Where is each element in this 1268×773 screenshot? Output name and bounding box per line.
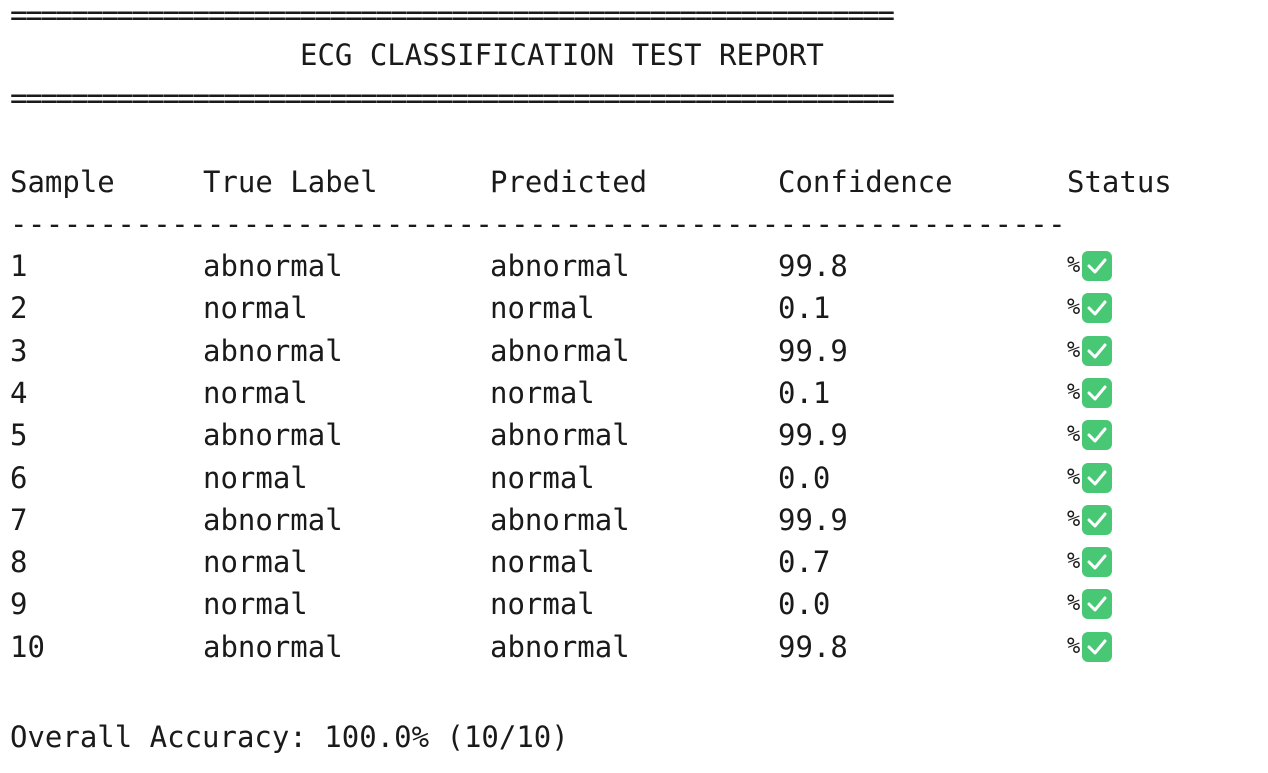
- cell-sample: 8: [10, 545, 28, 580]
- check-mark-icon: [1082, 251, 1113, 281]
- header-confidence: Confidence: [778, 165, 953, 199]
- cell-status: %: [1067, 287, 1113, 329]
- cell-true-label: abnormal: [203, 418, 343, 453]
- cell-predicted: abnormal: [490, 502, 630, 537]
- cell-predicted: normal: [490, 460, 595, 495]
- cell-true-label: abnormal: [203, 629, 343, 664]
- cell-predicted: abnormal: [490, 418, 630, 453]
- cell-true-label: normal: [203, 587, 308, 622]
- cell-sample: 7: [10, 502, 28, 537]
- check-mark-icon: [1082, 504, 1113, 535]
- cell-confidence: 0.7: [778, 545, 831, 580]
- check-mark-icon: [1082, 462, 1113, 493]
- status-percent: %: [1067, 464, 1081, 490]
- status-percent: %: [1067, 337, 1081, 363]
- status-percent: %: [1067, 422, 1081, 448]
- header-predicted: Predicted: [490, 165, 648, 199]
- cell-predicted: abnormal: [490, 333, 630, 368]
- cell-true-label: abnormal: [203, 502, 343, 537]
- header-separator: ----------------------------------------…: [10, 207, 1067, 241]
- status-percent: %: [1067, 253, 1081, 278]
- check-mark-icon: [1082, 335, 1113, 366]
- cell-status: %: [1067, 626, 1113, 668]
- table-row: 3 abnormal abnormal 99.9%: [10, 330, 1268, 372]
- check-mark-icon: [1082, 420, 1113, 451]
- cell-predicted: abnormal: [490, 629, 630, 664]
- cell-predicted: abnormal: [490, 249, 630, 283]
- cell-confidence: 0.1: [778, 291, 831, 326]
- cell-confidence: 99.9: [778, 418, 848, 453]
- cell-sample: 1: [10, 249, 28, 283]
- header-status: Status: [1067, 165, 1172, 199]
- check-mark-icon: [1082, 377, 1113, 408]
- table-row: 8 normal normal 0.7%: [10, 541, 1268, 583]
- cell-status: %: [1067, 457, 1113, 499]
- header-true-label: True Label: [203, 165, 378, 199]
- cell-predicted: normal: [490, 375, 595, 410]
- cell-sample: 6: [10, 460, 28, 495]
- overall-accuracy: Overall Accuracy: 100.0% (10/10): [10, 720, 569, 754]
- cell-status: %: [1067, 414, 1113, 456]
- cell-predicted: normal: [490, 545, 595, 580]
- table-row: 4 normal normal 0.1%: [10, 372, 1268, 414]
- cell-true-label: abnormal: [203, 333, 343, 368]
- table-row: 7 abnormal abnormal 99.9%: [10, 499, 1268, 541]
- cell-true-label: abnormal: [203, 249, 343, 283]
- cell-confidence: 99.9: [778, 333, 848, 368]
- status-percent: %: [1067, 633, 1081, 659]
- cell-true-label: normal: [203, 460, 308, 495]
- table-row: 9 normal normal 0.0%: [10, 583, 1268, 625]
- cell-sample: 3: [10, 333, 28, 368]
- table-row: 5 abnormal abnormal 99.9%: [10, 414, 1268, 456]
- table-row: 6 normal normal 0.0%: [10, 457, 1268, 499]
- check-mark-icon: [1082, 293, 1113, 324]
- cell-confidence: 99.9: [778, 502, 848, 537]
- cell-predicted: normal: [490, 291, 595, 326]
- table-header-row: Sample True Label Predicted Confidence S…: [10, 161, 1268, 203]
- cell-status: %: [1067, 330, 1113, 372]
- report-bottom-rule: ========================================…: [10, 81, 895, 115]
- cell-true-label: normal: [203, 545, 308, 580]
- cell-confidence: 0.0: [778, 587, 831, 622]
- cell-status: %: [1067, 499, 1113, 541]
- table-row: 2 normal normal 0.1%: [10, 287, 1268, 329]
- status-percent: %: [1067, 295, 1081, 321]
- status-percent: %: [1067, 379, 1081, 405]
- report-top-rule: ========================================…: [10, 0, 895, 32]
- check-mark-icon: [1082, 631, 1113, 662]
- cell-sample: 4: [10, 375, 28, 410]
- table-row: 10 abnormal abnormal 99.8%: [10, 626, 1268, 668]
- cell-sample: 10: [10, 629, 45, 664]
- cell-true-label: normal: [203, 375, 308, 410]
- cell-true-label: normal: [203, 291, 308, 326]
- cell-confidence: 99.8: [778, 249, 848, 283]
- cell-sample: 2: [10, 291, 28, 326]
- cell-predicted: normal: [490, 587, 595, 622]
- check-mark-icon: [1082, 589, 1113, 620]
- status-percent: %: [1067, 506, 1081, 532]
- cell-status: %: [1067, 245, 1113, 287]
- status-percent: %: [1067, 591, 1081, 617]
- cell-sample: 5: [10, 418, 28, 453]
- cell-status: %: [1067, 583, 1113, 625]
- report-title: ECG CLASSIFICATION TEST REPORT: [300, 38, 824, 72]
- cell-sample: 9: [10, 587, 28, 622]
- table-row: 1 abnormal abnormal 99.8%: [10, 245, 1268, 287]
- header-sample: Sample: [10, 165, 115, 199]
- cell-status: %: [1067, 541, 1113, 583]
- cell-confidence: 0.1: [778, 375, 831, 410]
- cell-status: %: [1067, 372, 1113, 414]
- check-mark-icon: [1082, 547, 1113, 578]
- status-percent: %: [1067, 549, 1081, 575]
- cell-confidence: 99.8: [778, 629, 848, 664]
- cell-confidence: 0.0: [778, 460, 831, 495]
